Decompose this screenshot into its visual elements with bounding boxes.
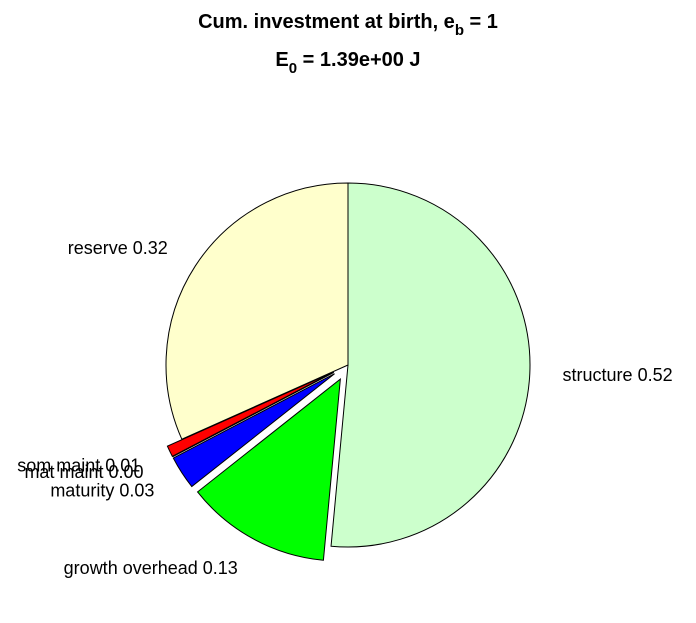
slice-value: 0.03 bbox=[119, 481, 154, 501]
slice-value: 0.52 bbox=[638, 365, 673, 385]
chart-subtitle: E0 = 1.39e+00 J bbox=[275, 49, 420, 77]
slice-value: 0.00 bbox=[108, 462, 143, 482]
slice-name: som maint bbox=[17, 456, 100, 476]
slice-value: 0.01 bbox=[105, 456, 140, 476]
slice-label: som maint 0.01 bbox=[17, 456, 140, 476]
slice-name: maturity bbox=[50, 481, 114, 501]
slice-label: mat maint 0.00 bbox=[24, 462, 143, 482]
slice-label: growth overhead 0.13 bbox=[64, 558, 238, 578]
pie-slice bbox=[166, 371, 334, 458]
slice-label: structure 0.52 bbox=[563, 365, 673, 385]
pie-slice bbox=[330, 182, 531, 548]
slice-value: 0.13 bbox=[203, 558, 238, 578]
slice-name: mat maint bbox=[24, 462, 103, 482]
pie-slice bbox=[165, 182, 349, 440]
slice-label: reserve 0.32 bbox=[68, 238, 168, 258]
slice-name: growth overhead bbox=[64, 558, 198, 578]
chart-title: Cum. investment at birth, eb = 1 bbox=[198, 11, 498, 39]
slice-name: structure bbox=[563, 365, 633, 385]
pie bbox=[165, 182, 531, 561]
pie-slice bbox=[172, 373, 335, 488]
pie-slice bbox=[196, 377, 341, 561]
slice-name: reserve bbox=[68, 238, 128, 258]
slice-value: 0.32 bbox=[133, 238, 168, 258]
slice-label: maturity 0.03 bbox=[50, 481, 154, 501]
labels: structure 0.52 growth overhead 0.13 maturi… bbox=[17, 238, 672, 578]
